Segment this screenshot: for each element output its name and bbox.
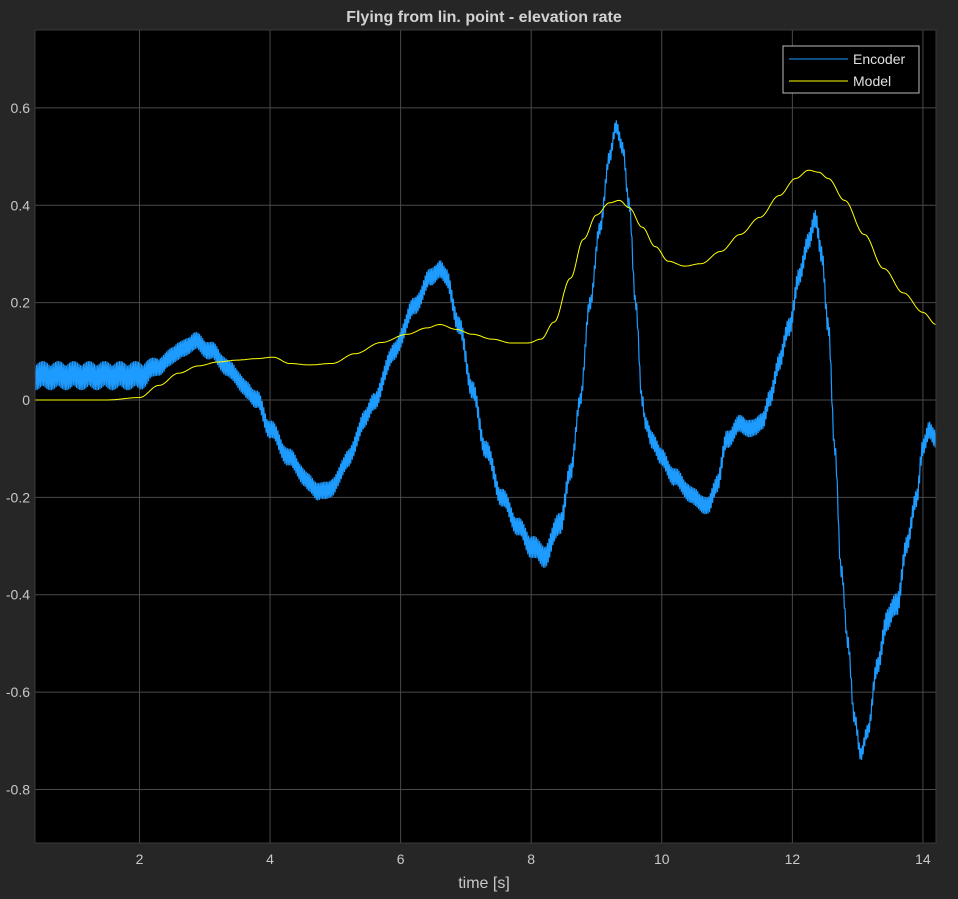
plot-frame (34, 29, 937, 844)
y-tick-label: -0.4 (6, 587, 30, 603)
x-tick-label: 4 (266, 851, 274, 867)
x-tick-label: 8 (527, 851, 535, 867)
x-tick-label: 2 (136, 851, 144, 867)
x-tick-label: 6 (397, 851, 405, 867)
y-tick-labels: 0.6 0.4 0.2 0 -0.2 -0.4 -0.6 -0.8 (6, 100, 30, 798)
series-line-encoder (34, 120, 937, 760)
x-tick-label: 10 (654, 851, 670, 867)
x-tick-label: 12 (785, 851, 801, 867)
legend-box (782, 45, 920, 94)
y-tick-label: -0.6 (6, 684, 30, 700)
x-tick-labels: 2 4 6 8 10 12 14 (136, 851, 931, 867)
y-tick-label: -0.8 (6, 781, 30, 797)
y-tick-label: 0 (22, 392, 30, 408)
y-tick-label: -0.2 (6, 489, 30, 505)
y-tick-label: 0.4 (11, 197, 31, 213)
legend-label-model: Model (853, 73, 891, 89)
legend-label-encoder: Encoder (853, 51, 905, 67)
plot-area (35, 30, 936, 843)
series-line-model (35, 169, 937, 401)
legend[interactable]: Encoder Model (782, 45, 920, 94)
chart-title: Flying from lin. point - elevation rate (346, 9, 622, 26)
y-tick-label: 0.6 (11, 100, 31, 116)
series-layer (34, 120, 937, 760)
grid (35, 30, 936, 843)
x-axis-label: time [s] (458, 875, 510, 892)
y-tick-label: 0.2 (11, 295, 31, 311)
x-tick-label: 14 (915, 851, 931, 867)
